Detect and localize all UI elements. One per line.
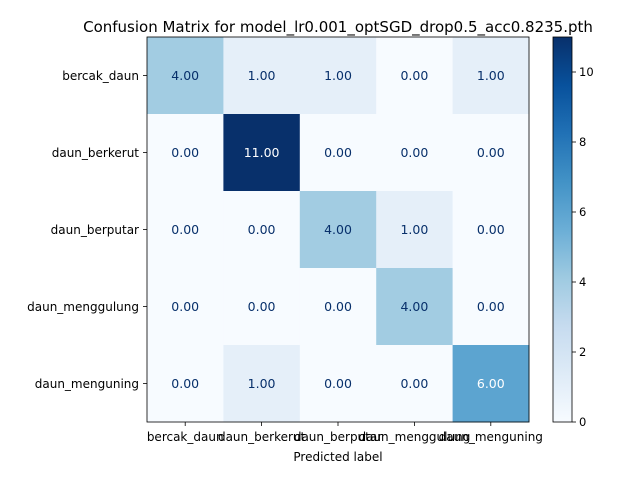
cell-value-label: 0.00 — [171, 222, 199, 237]
colorbar-ticks: 0 2 4 6 8 10 — [572, 65, 594, 429]
cell-value-label: 0.00 — [477, 145, 505, 160]
matrix-cell — [299, 268, 377, 346]
cell-value-label: 0.00 — [248, 299, 276, 314]
matrix-cell — [147, 268, 224, 346]
y-tick-label: daun_berkerut — [52, 146, 140, 160]
matrix-cell — [452, 268, 530, 346]
matrix-cell — [299, 37, 377, 115]
matrix-cell — [376, 345, 454, 423]
cell-value-label: 4.00 — [324, 222, 352, 237]
cell-value-label: 0.00 — [248, 222, 276, 237]
matrix-cell — [223, 37, 301, 115]
cell-value-label: 0.00 — [400, 376, 428, 391]
matrix-cell — [223, 268, 301, 346]
matrix-cell — [376, 191, 454, 269]
matrix-cell — [223, 191, 301, 269]
cell-value-label: 0.00 — [477, 222, 505, 237]
chart-title: Confusion Matrix for model_lr0.001_optSG… — [83, 18, 593, 37]
x-tick-label: bercak_daun — [147, 430, 224, 444]
x-tick-label: daun_menggulung — [358, 430, 470, 444]
y-tick-label: daun_menguning — [35, 377, 139, 391]
cell-value-label: 4.00 — [171, 68, 199, 83]
cell-value-label: 1.00 — [248, 376, 276, 391]
x-tick-label: daun_menguning — [439, 430, 543, 444]
y-tick-label: bercak_daun — [62, 69, 139, 83]
y-tick-label: daun_menggulung — [27, 300, 139, 314]
cell-value-label: 0.00 — [171, 299, 199, 314]
colorbar — [552, 36, 573, 423]
matrix-cell — [376, 114, 454, 192]
cell-value-label: 0.00 — [324, 145, 352, 160]
cell-value-label: 0.00 — [171, 376, 199, 391]
matrix-cell — [147, 191, 224, 269]
y-tick-label: daun_berputar — [51, 223, 139, 237]
matrix-cell — [147, 114, 224, 192]
x-tick-label: daun_berputar — [294, 430, 382, 444]
colorbar-tick-label: 6 — [579, 205, 586, 219]
cell-value-label: 11.00 — [244, 145, 280, 160]
matrix-cell — [452, 114, 530, 192]
colorbar-tick-label: 8 — [579, 135, 586, 149]
cell-value-label: 6.00 — [477, 376, 505, 391]
cell-value-label: 4.00 — [400, 299, 428, 314]
cell-value-label: 0.00 — [171, 145, 199, 160]
matrix-cell — [147, 37, 224, 115]
matrix-cell — [376, 37, 454, 115]
x-axis-label: Predicted label — [293, 450, 382, 464]
matrix-cell — [299, 345, 377, 423]
matrix-cell — [299, 191, 377, 269]
matrix-cell — [376, 268, 454, 346]
cell-value-label: 1.00 — [477, 68, 505, 83]
cell-value-label: 0.00 — [477, 299, 505, 314]
y-axis-ticks: bercak_daun daun_berkerut daun_berputardau… — [27, 69, 147, 391]
colorbar-tick-label: 2 — [579, 345, 586, 359]
cell-value-label: 1.00 — [248, 68, 276, 83]
cell-value-label: 1.00 — [324, 68, 352, 83]
x-axis-ticks: bercak_daundaun_berkerutdaun_berputardau… — [147, 422, 543, 444]
matrix-cell — [452, 191, 530, 269]
cell-value-label: 1.00 — [400, 222, 428, 237]
cell-value-label: 0.00 — [324, 299, 352, 314]
cell-value-label: 0.00 — [324, 376, 352, 391]
matrix-cell — [299, 114, 377, 192]
x-tick-label: daun_berkerut — [218, 430, 306, 444]
matrix-cell — [223, 114, 301, 192]
colorbar-tick-label: 10 — [579, 65, 594, 79]
matrix-cell — [452, 345, 530, 423]
colorbar-tick-label: 4 — [579, 275, 586, 289]
matrix-cell — [452, 37, 530, 115]
cell-value-label: 0.00 — [400, 145, 428, 160]
cell-value-label: 0.00 — [400, 68, 428, 83]
matrix-cells — [147, 37, 530, 423]
matrix-cell — [147, 345, 224, 423]
matrix-cell — [223, 345, 301, 423]
colorbar-tick-label: 0 — [579, 415, 586, 429]
matrix-cell-labels: 4.00 1.00 1.00 0.00 1.00 0.00 11.00 0.00 0.00 0.0… — [171, 68, 504, 391]
